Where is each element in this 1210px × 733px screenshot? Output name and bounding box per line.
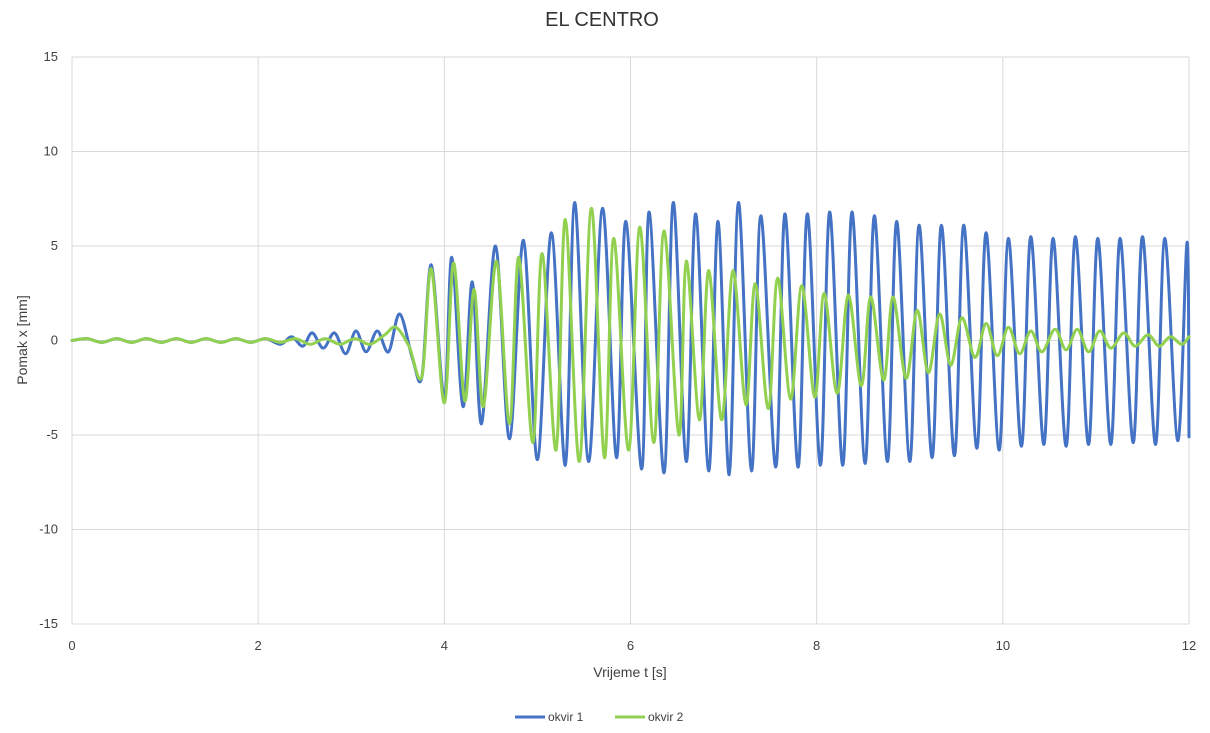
x-tick-label: 4 xyxy=(441,638,448,653)
x-tick-label: 0 xyxy=(68,638,75,653)
x-tick-label: 8 xyxy=(813,638,820,653)
legend-label-2: okvir 2 xyxy=(648,710,684,724)
x-tick-label: 2 xyxy=(255,638,262,653)
x-axis-title: Vrijeme t [s] xyxy=(593,664,666,680)
x-tick-label: 6 xyxy=(627,638,634,653)
y-tick-label: 15 xyxy=(44,49,58,64)
x-tick-label: 12 xyxy=(1182,638,1196,653)
y-tick-label: 5 xyxy=(51,238,58,253)
y-tick-label: 10 xyxy=(44,144,58,159)
y-tick-label: -5 xyxy=(46,427,58,442)
x-tick-label: 10 xyxy=(996,638,1010,653)
y-axis-title: Pomak x [mm] xyxy=(14,295,30,384)
y-tick-label: 0 xyxy=(51,333,58,348)
series-line-2 xyxy=(70,206,1191,464)
series-layer xyxy=(70,200,1191,477)
y-tick-label: -10 xyxy=(39,522,58,537)
legend-label-1: okvir 1 xyxy=(548,710,584,724)
legend: okvir 1 okvir 2 xyxy=(515,710,684,724)
y-tick-label: -15 xyxy=(39,616,58,631)
chart-title: EL CENTRO xyxy=(545,9,659,31)
tick-layer: 15 10 5 0 -5 -10 -15 0 2 4 6 8 10 12 xyxy=(39,49,1196,653)
